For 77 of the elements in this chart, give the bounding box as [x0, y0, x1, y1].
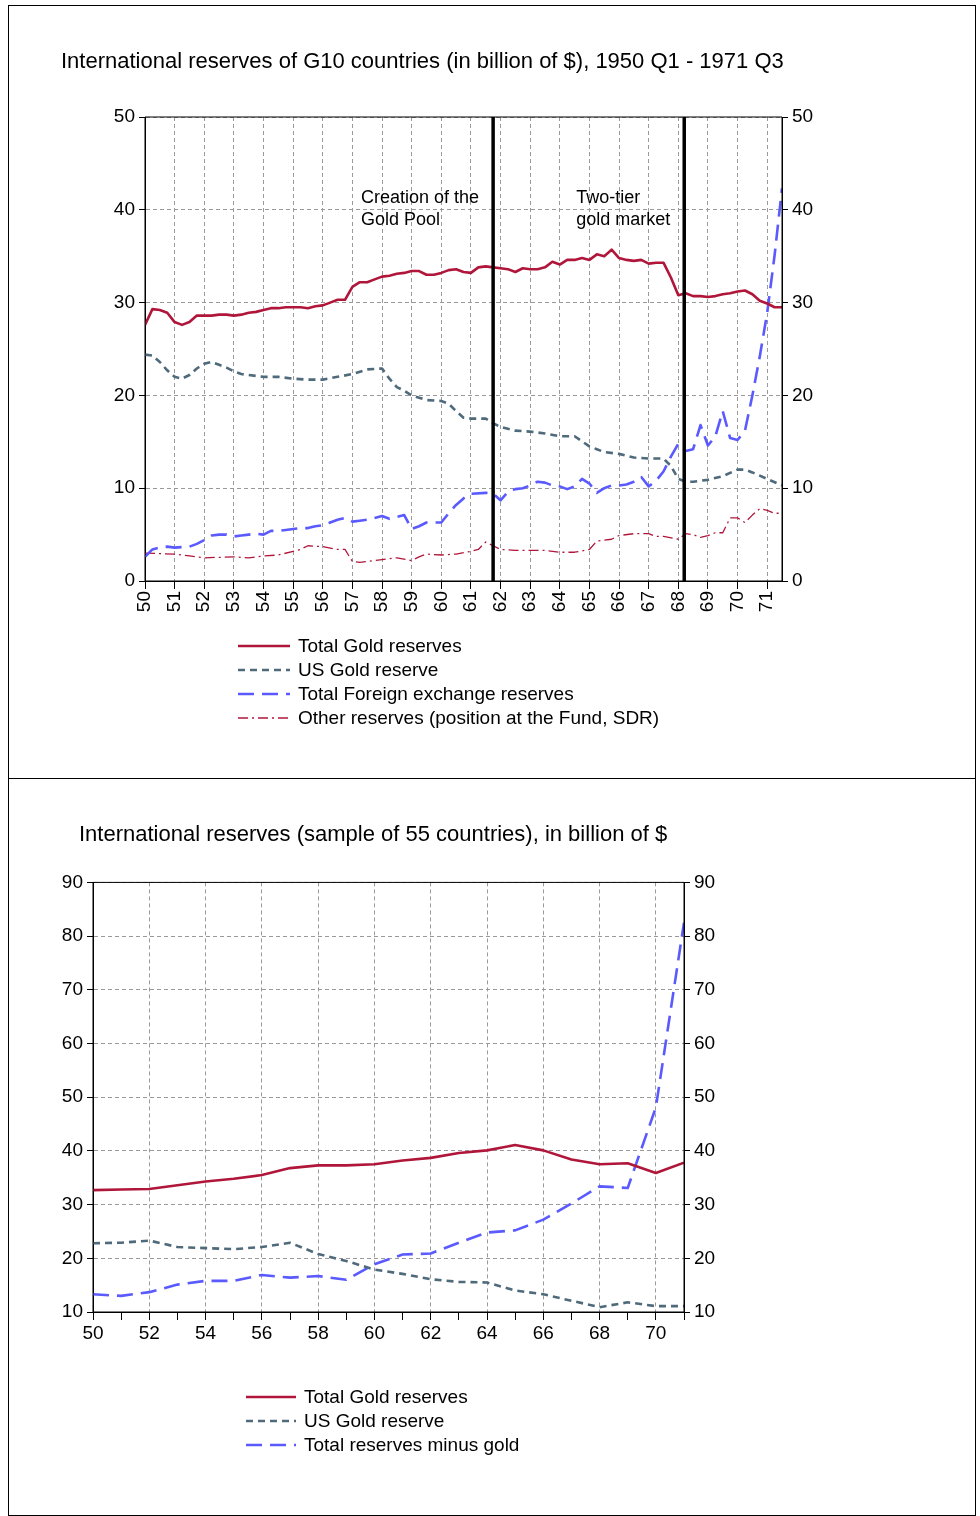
y-tick-label: 90 [61, 870, 83, 892]
y-tick-label: 50 [61, 1085, 83, 1107]
x-tick-label: 56 [311, 591, 332, 613]
x-tick-label: 70 [725, 591, 747, 613]
x-tick-label: 53 [222, 591, 244, 613]
x-tick-label: 58 [370, 591, 392, 613]
y2-tick-label: 20 [792, 383, 814, 405]
ref-line-label: Two-tier gold market [576, 186, 671, 229]
y-tick-label: 40 [61, 1139, 83, 1161]
x-tick-label: 52 [138, 1321, 160, 1343]
x-tick-label: 59 [399, 591, 421, 613]
y-tick-label: 20 [113, 383, 135, 405]
y-tick-label: 0 [124, 569, 135, 591]
x-tick-label: 64 [548, 590, 570, 613]
x-tick-label: 58 [307, 1321, 329, 1343]
y2-tick-label: 10 [792, 476, 814, 498]
y2-tick-label: 30 [792, 290, 814, 312]
x-tick-label: 62 [420, 1321, 442, 1343]
x-tick-label: 60 [429, 591, 451, 613]
x-tick-label: 68 [666, 591, 688, 613]
y-tick-label: 10 [113, 476, 135, 498]
line-series [145, 187, 782, 559]
chart-title: International reserves of G10 countries (in billion of $), 1950 Q1 - 1971 Q3 [61, 48, 784, 74]
legend-label: US Gold reserve [298, 659, 439, 681]
y2-tick-label: 30 [694, 1192, 716, 1214]
y-tick-label: 50 [113, 105, 135, 127]
y2-tick-label: 70 [694, 978, 716, 1000]
legend-label: US Gold reserve [304, 1410, 445, 1432]
chart-title: International reserves (sample of 55 countries), in billion of $ [79, 821, 668, 847]
x-tick-label: 64 [476, 1321, 498, 1343]
y2-tick-label: 40 [792, 198, 814, 220]
x-tick-label: 61 [459, 591, 481, 613]
y2-tick-label: 0 [792, 569, 803, 591]
x-tick-label: 60 [363, 1321, 385, 1343]
x-tick-label: 62 [488, 591, 510, 613]
y2-tick-label: 50 [792, 105, 814, 127]
y-tick-label: 40 [113, 198, 135, 220]
x-tick-label: 63 [518, 591, 540, 613]
line-series [145, 507, 782, 564]
legend-label: Total Gold reserves [304, 1386, 468, 1408]
x-tick-label: 70 [645, 1321, 667, 1343]
x-tick-label: 54 [195, 1321, 217, 1343]
y2-tick-label: 20 [694, 1246, 716, 1268]
x-tick-label: 55 [281, 591, 303, 613]
x-tick-label: 66 [607, 591, 629, 613]
y-tick-label: 10 [61, 1300, 83, 1322]
y-tick-label: 30 [113, 290, 135, 312]
x-tick-label: 52 [192, 591, 214, 613]
y-tick-label: 80 [61, 924, 83, 946]
x-tick-label: 66 [532, 1321, 554, 1343]
y-tick-label: 20 [61, 1246, 83, 1268]
x-tick-label: 67 [636, 591, 658, 613]
legend-label: Total reserves minus gold [304, 1434, 520, 1456]
y-tick-label: 70 [61, 978, 83, 1000]
legend-label: Total Foreign exchange reserves [298, 683, 574, 705]
x-tick-label: 50 [82, 1321, 104, 1343]
x-tick-label: 71 [755, 591, 777, 613]
line-series [93, 921, 684, 1298]
y2-tick-label: 90 [694, 870, 716, 892]
x-tick-label: 54 [251, 590, 273, 613]
y2-tick-label: 80 [694, 924, 716, 946]
x-tick-label: 68 [589, 1321, 611, 1343]
x-tick-label: 51 [162, 591, 184, 613]
y2-tick-label: 50 [694, 1085, 716, 1107]
x-tick-label: 69 [696, 591, 718, 613]
y2-tick-label: 10 [694, 1300, 716, 1322]
x-tick-label: 50 [133, 591, 155, 613]
ref-line-label: Creation of the Gold Pool [361, 186, 480, 229]
x-tick-label: 65 [577, 591, 599, 613]
y2-tick-label: 40 [694, 1139, 716, 1161]
x-tick-label: 57 [340, 591, 362, 613]
legend-label: Total Gold reserves [298, 635, 462, 657]
y-tick-label: 30 [61, 1192, 83, 1214]
legend-label: Other reserves (position at the Fund, SDR) [298, 707, 660, 729]
y-tick-label: 60 [61, 1031, 83, 1053]
x-tick-label: 56 [251, 1321, 273, 1343]
y2-tick-label: 60 [694, 1031, 716, 1053]
